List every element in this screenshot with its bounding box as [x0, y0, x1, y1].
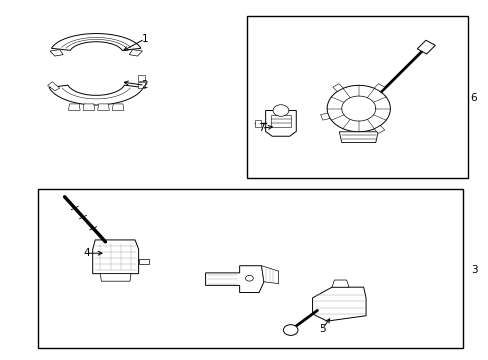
Text: 3: 3 — [470, 265, 476, 275]
Polygon shape — [326, 85, 389, 132]
Text: 7: 7 — [258, 123, 264, 133]
Polygon shape — [373, 126, 384, 133]
Polygon shape — [100, 274, 131, 281]
Polygon shape — [254, 120, 261, 127]
Polygon shape — [261, 266, 278, 284]
Circle shape — [272, 105, 288, 116]
Polygon shape — [416, 40, 434, 54]
Bar — [246, 16, 467, 178]
Polygon shape — [112, 104, 123, 111]
Polygon shape — [68, 104, 80, 111]
Polygon shape — [320, 113, 329, 120]
Polygon shape — [271, 115, 290, 127]
Text: 6: 6 — [470, 93, 476, 103]
Polygon shape — [312, 287, 366, 321]
Polygon shape — [332, 84, 343, 91]
Bar — [38, 189, 462, 348]
Polygon shape — [138, 259, 148, 264]
Text: 2: 2 — [141, 80, 148, 90]
Polygon shape — [265, 111, 296, 136]
Polygon shape — [49, 85, 143, 105]
Polygon shape — [51, 33, 141, 50]
Polygon shape — [93, 240, 138, 274]
Polygon shape — [331, 280, 348, 287]
Polygon shape — [129, 50, 142, 56]
Circle shape — [245, 275, 253, 281]
Polygon shape — [339, 132, 377, 143]
Circle shape — [283, 325, 297, 336]
Polygon shape — [47, 82, 60, 91]
Polygon shape — [83, 104, 95, 111]
Polygon shape — [98, 104, 109, 111]
Polygon shape — [205, 266, 264, 293]
Polygon shape — [50, 50, 63, 56]
Text: 4: 4 — [83, 248, 90, 258]
Polygon shape — [137, 82, 144, 88]
Polygon shape — [373, 84, 384, 91]
Polygon shape — [137, 75, 144, 81]
Text: 5: 5 — [318, 324, 325, 334]
Text: 1: 1 — [141, 34, 148, 44]
